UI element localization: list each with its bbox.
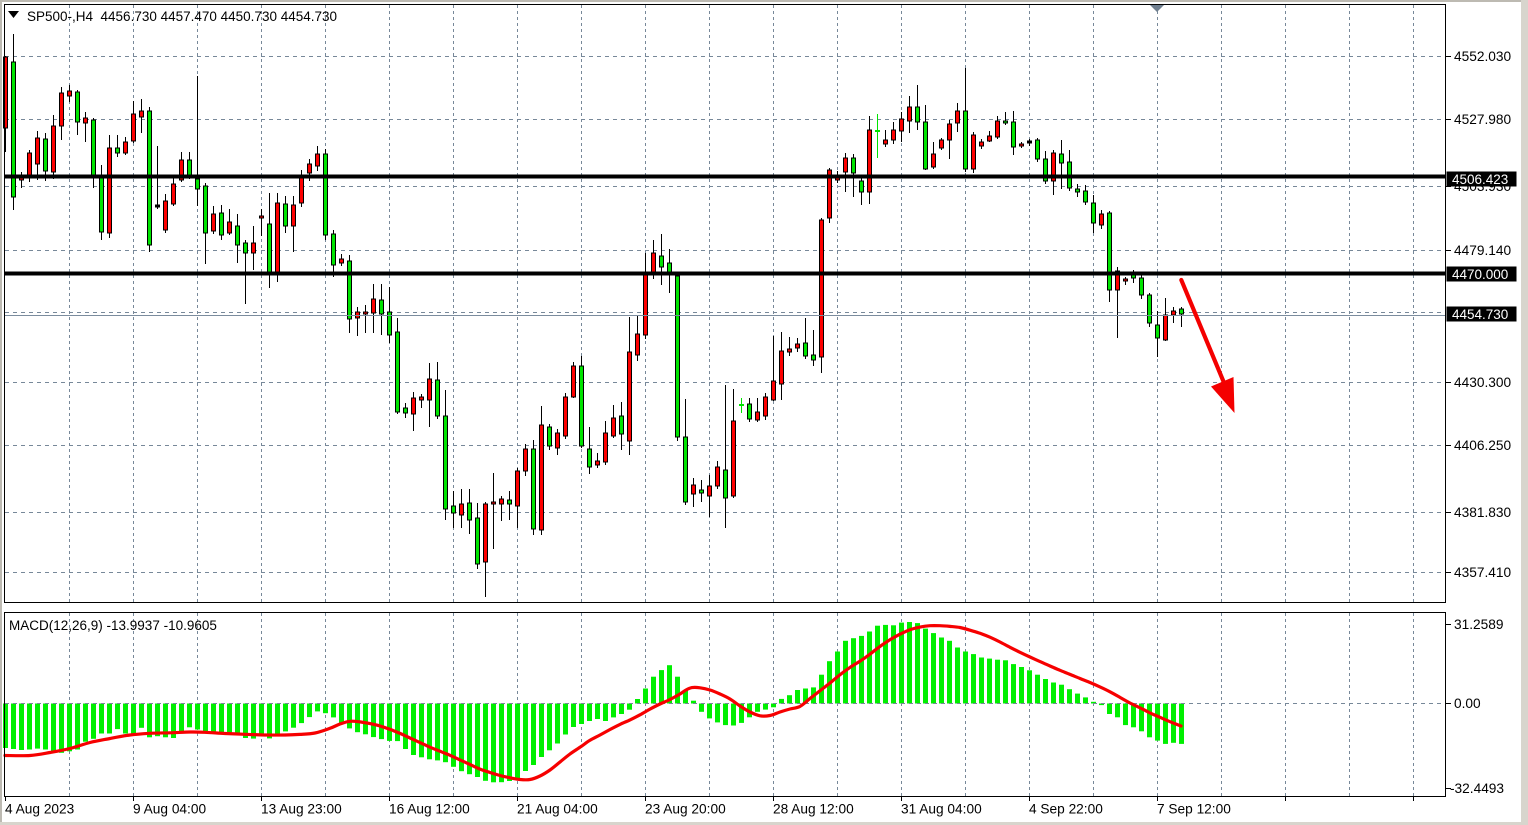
svg-text:23 Aug 20:00: 23 Aug 20:00 xyxy=(645,802,726,817)
svg-text:4506.423: 4506.423 xyxy=(1452,172,1508,187)
svg-text:4479.140: 4479.140 xyxy=(1454,243,1511,258)
svg-text:4406.250: 4406.250 xyxy=(1454,438,1511,453)
svg-text:0.00: 0.00 xyxy=(1454,696,1481,711)
svg-text:4527.980: 4527.980 xyxy=(1454,112,1511,127)
svg-text:4454.730: 4454.730 xyxy=(1452,307,1508,322)
svg-text:4552.030: 4552.030 xyxy=(1454,49,1511,64)
svg-text:4357.410: 4357.410 xyxy=(1454,565,1511,580)
svg-text:31 Aug 04:00: 31 Aug 04:00 xyxy=(901,802,982,817)
svg-text:4470.000: 4470.000 xyxy=(1452,267,1508,282)
svg-text:9 Aug 04:00: 9 Aug 04:00 xyxy=(133,802,206,817)
svg-text:SP500-,H4 4456.730 4457.470 4: SP500-,H4 4456.730 4457.470 4450.730 445… xyxy=(27,9,337,24)
svg-text:-32.4493: -32.4493 xyxy=(1450,781,1504,796)
svg-text:4430.300: 4430.300 xyxy=(1454,375,1511,390)
svg-text:21 Aug 04:00: 21 Aug 04:00 xyxy=(517,802,598,817)
svg-text:13 Aug 23:00: 13 Aug 23:00 xyxy=(261,802,342,817)
svg-text:4 Aug 2023: 4 Aug 2023 xyxy=(5,802,75,817)
svg-text:31.2589: 31.2589 xyxy=(1454,617,1503,632)
svg-text:7 Sep 12:00: 7 Sep 12:00 xyxy=(1157,802,1231,817)
svg-text:4381.830: 4381.830 xyxy=(1454,505,1511,520)
svg-text:28 Aug 12:00: 28 Aug 12:00 xyxy=(773,802,854,817)
svg-text:4 Sep 22:00: 4 Sep 22:00 xyxy=(1029,802,1103,817)
svg-text:16 Aug 12:00: 16 Aug 12:00 xyxy=(389,802,470,817)
svg-text:MACD(12,26,9) -13.9937 -10.960: MACD(12,26,9) -13.9937 -10.9605 xyxy=(9,618,217,633)
